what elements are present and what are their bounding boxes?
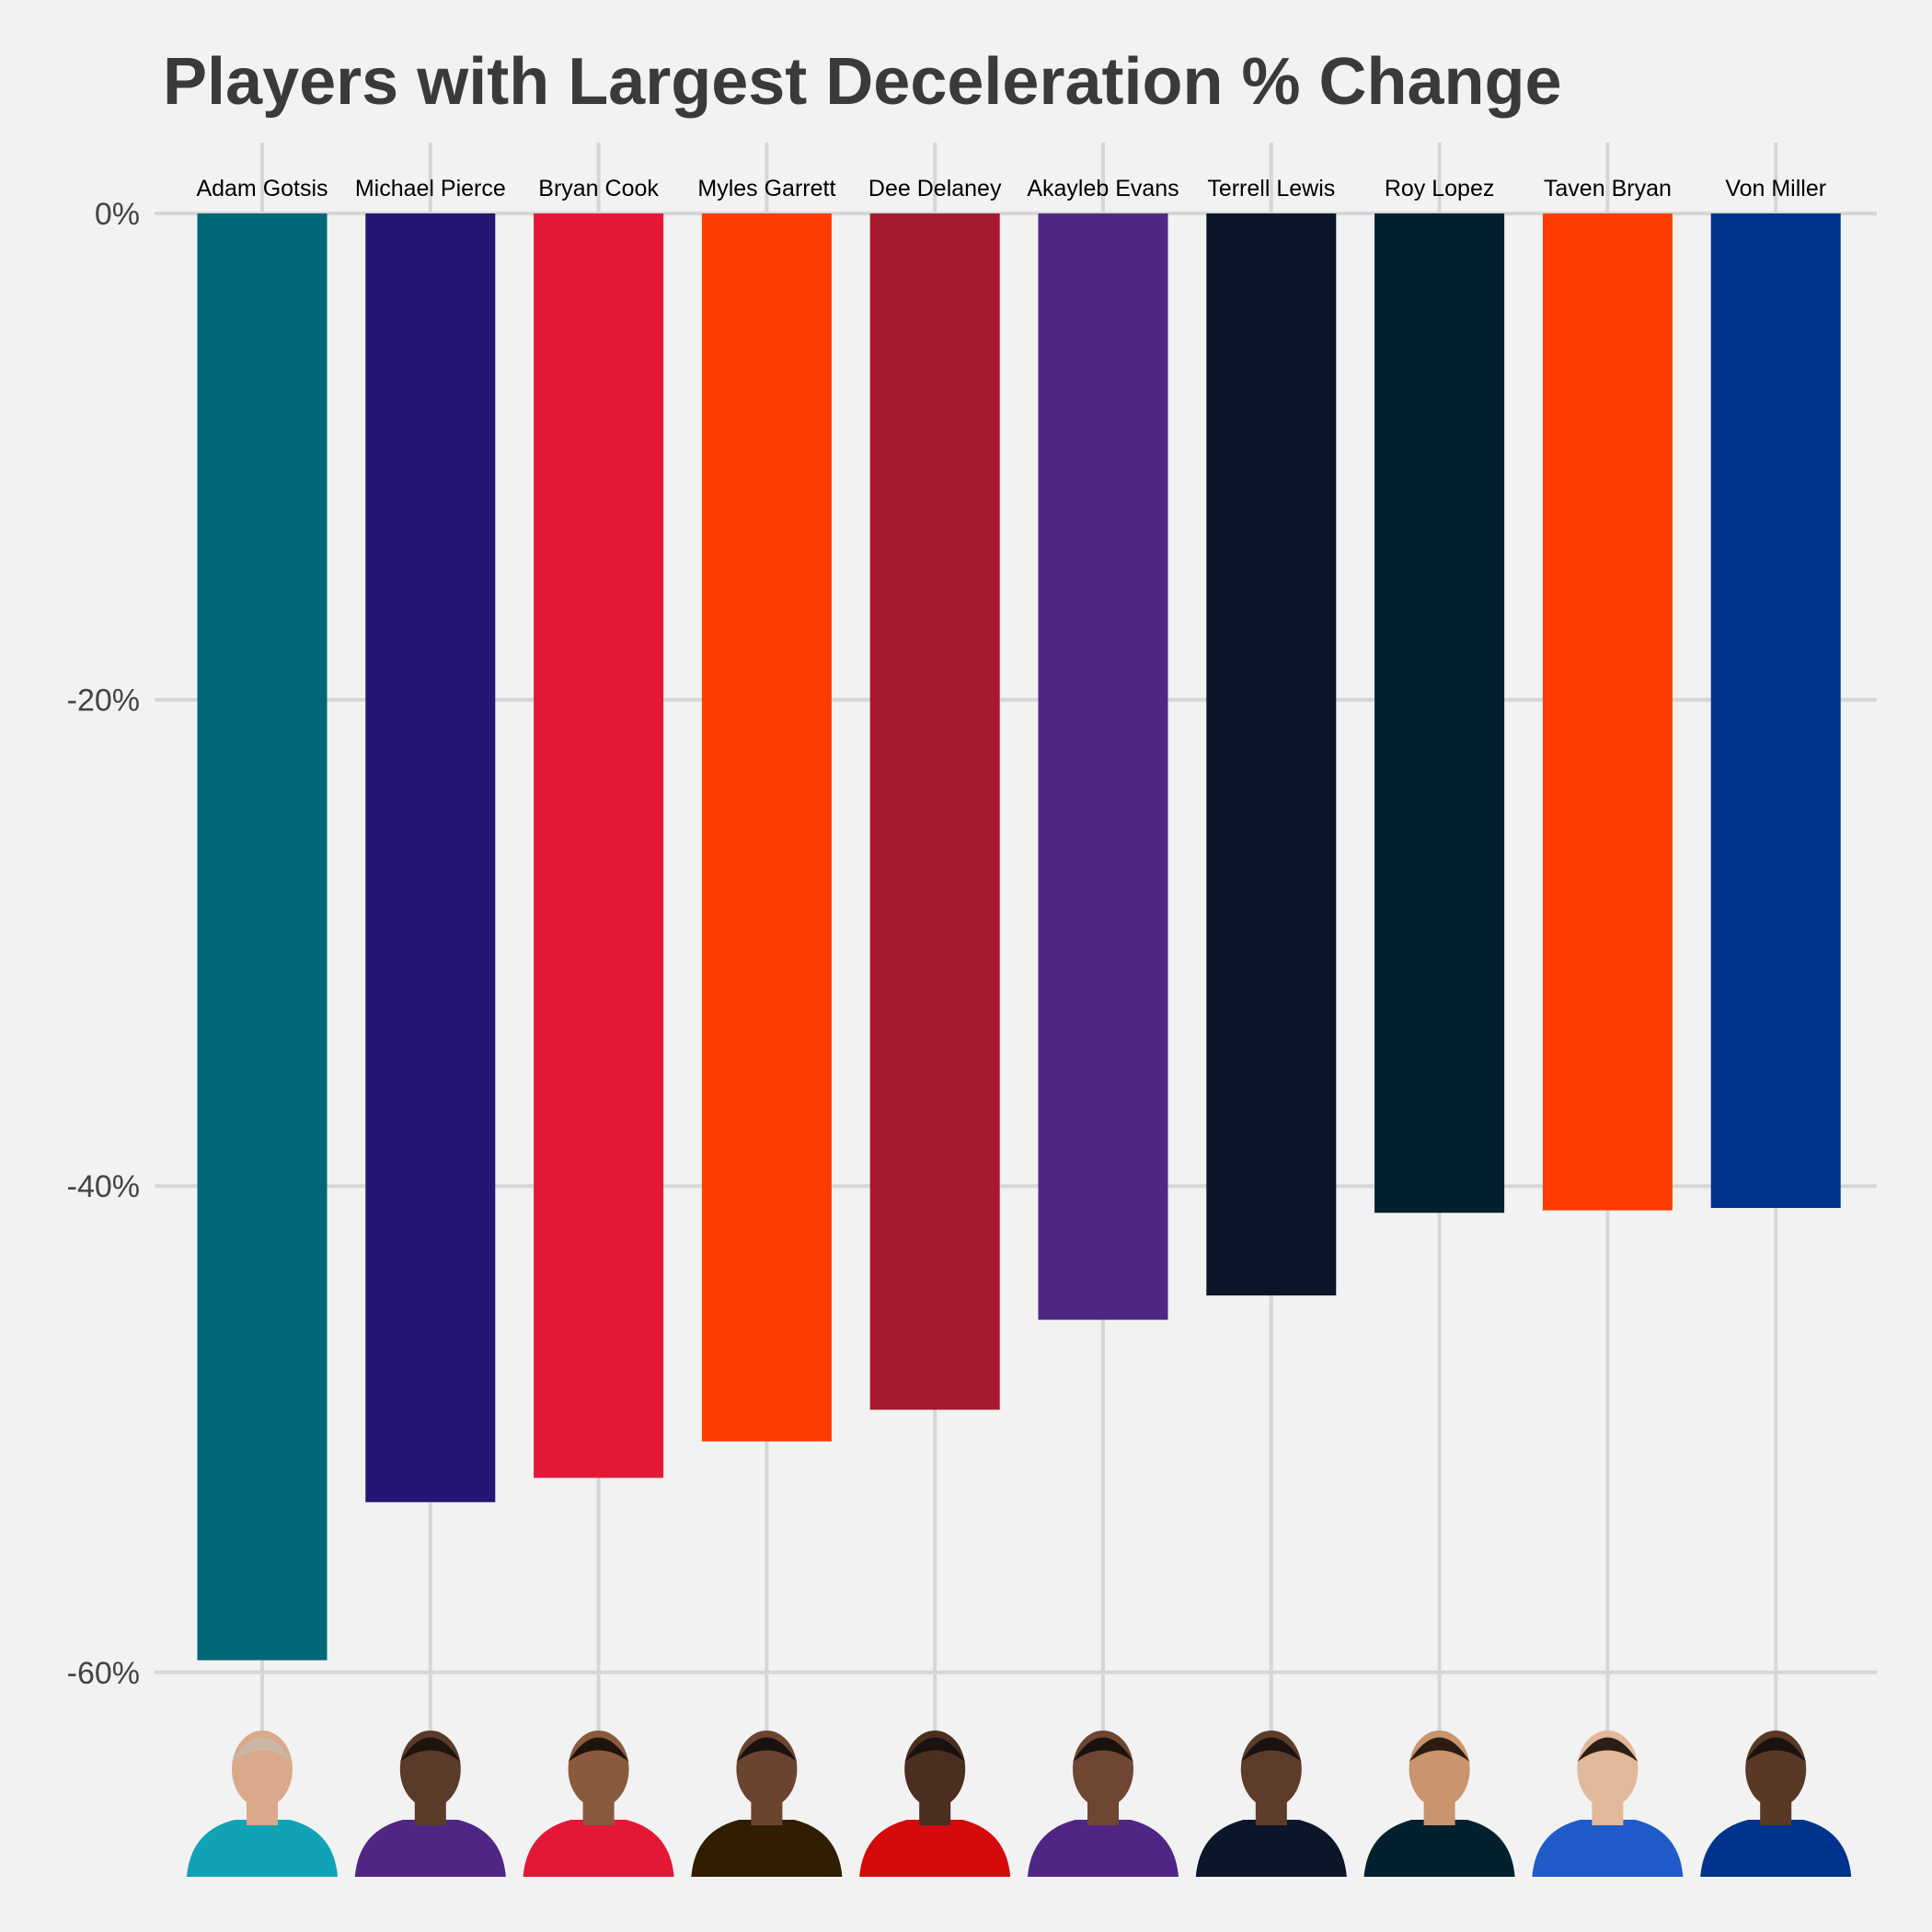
bar [1542,213,1673,1211]
bar [534,213,664,1478]
player-photo [691,1731,843,1877]
player-jersey [859,1820,1011,1877]
player-photo [859,1731,1011,1877]
player-jersey [354,1820,506,1877]
player-photo [1700,1731,1852,1877]
bar [869,213,1000,1410]
player-photo [354,1731,506,1877]
bar [1374,213,1505,1213]
player-photo [1363,1731,1515,1877]
player-hair [568,1737,629,1762]
category-label: Myles Garrett [697,176,835,201]
player-hair [1409,1737,1470,1762]
player-photo [187,1731,338,1877]
player-jersey [187,1820,338,1877]
y-tick-label: -60% [67,1656,140,1691]
y-tick-label: 0% [95,197,140,232]
category-label: Terrell Lewis [1207,176,1335,201]
player-hair [399,1737,461,1762]
bar [365,213,496,1502]
category-label: Von Miller [1725,176,1826,201]
bar [1038,213,1168,1320]
player-photo [523,1731,674,1877]
player-hair [1240,1737,1302,1762]
player-hair [1073,1737,1133,1762]
category-label: Dee Delaney [868,176,1002,201]
player-hair [904,1737,966,1762]
player-jersey [1532,1820,1684,1877]
player-jersey [523,1820,674,1877]
bar [197,213,328,1661]
player-jersey [1700,1820,1852,1877]
player-photo [1195,1731,1347,1877]
category-label: Adam Gotsis [196,176,328,201]
bar [1206,213,1337,1296]
bar [701,213,832,1442]
category-label: Roy Lopez [1385,176,1495,201]
player-hair [232,1737,293,1762]
y-tick-label: -40% [67,1169,140,1204]
player-jersey [1028,1820,1179,1877]
category-label: Bryan Cook [538,176,659,201]
category-label: Taven Bryan [1544,176,1672,201]
player-jersey [1363,1820,1515,1877]
player-hair [736,1737,798,1762]
category-label: Michael Pierce [355,176,506,201]
player-jersey [691,1820,843,1877]
player-hair [1577,1737,1639,1762]
player-photo [1028,1731,1179,1877]
bar [1710,213,1841,1208]
player-hair [1745,1737,1807,1762]
y-tick-label: -20% [67,684,140,719]
player-photo [1532,1731,1684,1877]
category-label: Akayleb Evans [1027,176,1179,201]
chart-title: Players with Largest Deceleration % Chan… [163,45,1562,119]
player-jersey [1195,1820,1347,1877]
